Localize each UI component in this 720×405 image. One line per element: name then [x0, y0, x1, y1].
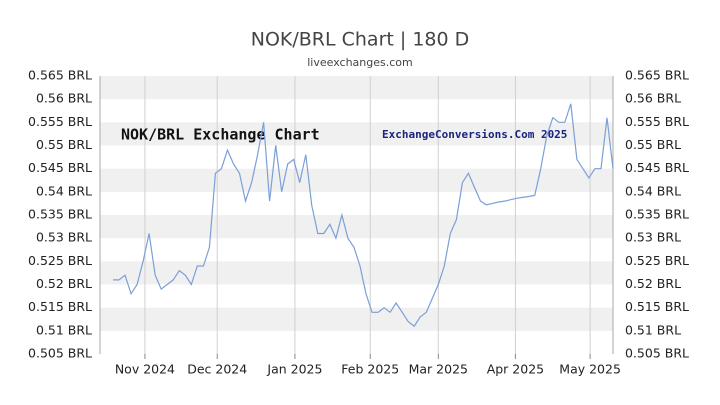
y-tick-label-right: 0.55 BRL — [625, 137, 681, 152]
y-tick-label: 0.56 BRL — [36, 91, 92, 106]
y-tick-label: 0.51 BRL — [36, 322, 92, 337]
x-tick-label: Mar 2025 — [409, 362, 468, 377]
annotation: ExchangeConversions.Com 2025 — [382, 128, 567, 141]
chart-subtitle: liveexchanges.com — [307, 56, 412, 69]
y-tick-label-right: 0.535 BRL — [625, 207, 689, 222]
y-tick-label-right: 0.52 BRL — [625, 276, 681, 291]
y-tick-label: 0.515 BRL — [28, 299, 92, 314]
y-tick-label-right: 0.555 BRL — [625, 114, 689, 129]
y-tick-label: 0.535 BRL — [28, 207, 92, 222]
grid-band — [100, 307, 613, 331]
y-tick-label: 0.55 BRL — [36, 137, 92, 152]
x-tick-label: Apr 2025 — [487, 362, 544, 377]
y-tick-label-right: 0.505 BRL — [625, 346, 689, 361]
y-tick-label: 0.565 BRL — [28, 68, 92, 83]
grid-band — [100, 215, 613, 239]
y-tick-label: 0.54 BRL — [36, 183, 92, 198]
grid-band — [100, 168, 613, 192]
chart-title: NOK/BRL Chart | 180 D — [251, 29, 470, 51]
line-series — [113, 103, 614, 328]
grid-band — [100, 76, 613, 100]
y-tick-label: 0.555 BRL — [28, 114, 92, 129]
x-tick-label: May 2025 — [559, 362, 621, 377]
grid-band — [100, 261, 613, 285]
y-tick-label-right: 0.515 BRL — [625, 299, 689, 314]
y-tick-label: 0.52 BRL — [36, 276, 92, 291]
y-tick-label: 0.525 BRL — [28, 253, 92, 268]
y-tick-label-right: 0.54 BRL — [625, 183, 681, 198]
y-tick-label: 0.545 BRL — [28, 160, 92, 175]
annotation: NOK/BRL Exchange Chart — [121, 126, 320, 144]
x-tick-label: Nov 2024 — [115, 362, 175, 377]
y-tick-label-right: 0.56 BRL — [625, 91, 681, 106]
plot-background — [100, 76, 613, 331]
x-tick-label: Feb 2025 — [341, 362, 399, 377]
y-tick-label-right: 0.545 BRL — [625, 160, 689, 175]
x-tick-label: Jan 2025 — [266, 362, 322, 377]
grid-band — [100, 122, 613, 146]
y-tick-label-right: 0.51 BRL — [625, 322, 681, 337]
y-tick-label-right: 0.525 BRL — [625, 253, 689, 268]
x-tick-label: Dec 2024 — [187, 362, 247, 377]
y-tick-label: 0.53 BRL — [36, 230, 92, 245]
y-tick-label: 0.505 BRL — [28, 346, 92, 361]
y-tick-label-right: 0.565 BRL — [625, 68, 689, 83]
y-tick-label-right: 0.53 BRL — [625, 230, 681, 245]
